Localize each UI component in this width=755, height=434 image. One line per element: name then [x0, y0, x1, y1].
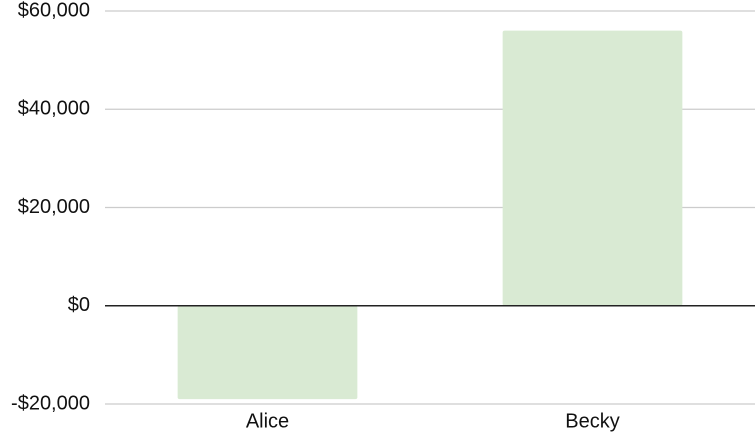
y-tick-label: -$20,000	[11, 392, 90, 414]
y-axis-tick-labels: -$20,000 $0 $20,000 $40,000 $60,000	[11, 0, 90, 414]
x-axis-tick-labels: Alice Becky	[246, 410, 620, 432]
y-tick-label: $20,000	[18, 196, 90, 218]
bar-alice	[177, 305, 358, 400]
bar-becky	[502, 30, 683, 306]
y-tick-label: $60,000	[18, 0, 90, 21]
x-tick-label: Becky	[565, 410, 619, 432]
y-tick-label: $0	[68, 294, 90, 316]
bars	[177, 30, 683, 400]
x-tick-label: Alice	[246, 410, 289, 432]
y-tick-label: $40,000	[18, 98, 90, 120]
